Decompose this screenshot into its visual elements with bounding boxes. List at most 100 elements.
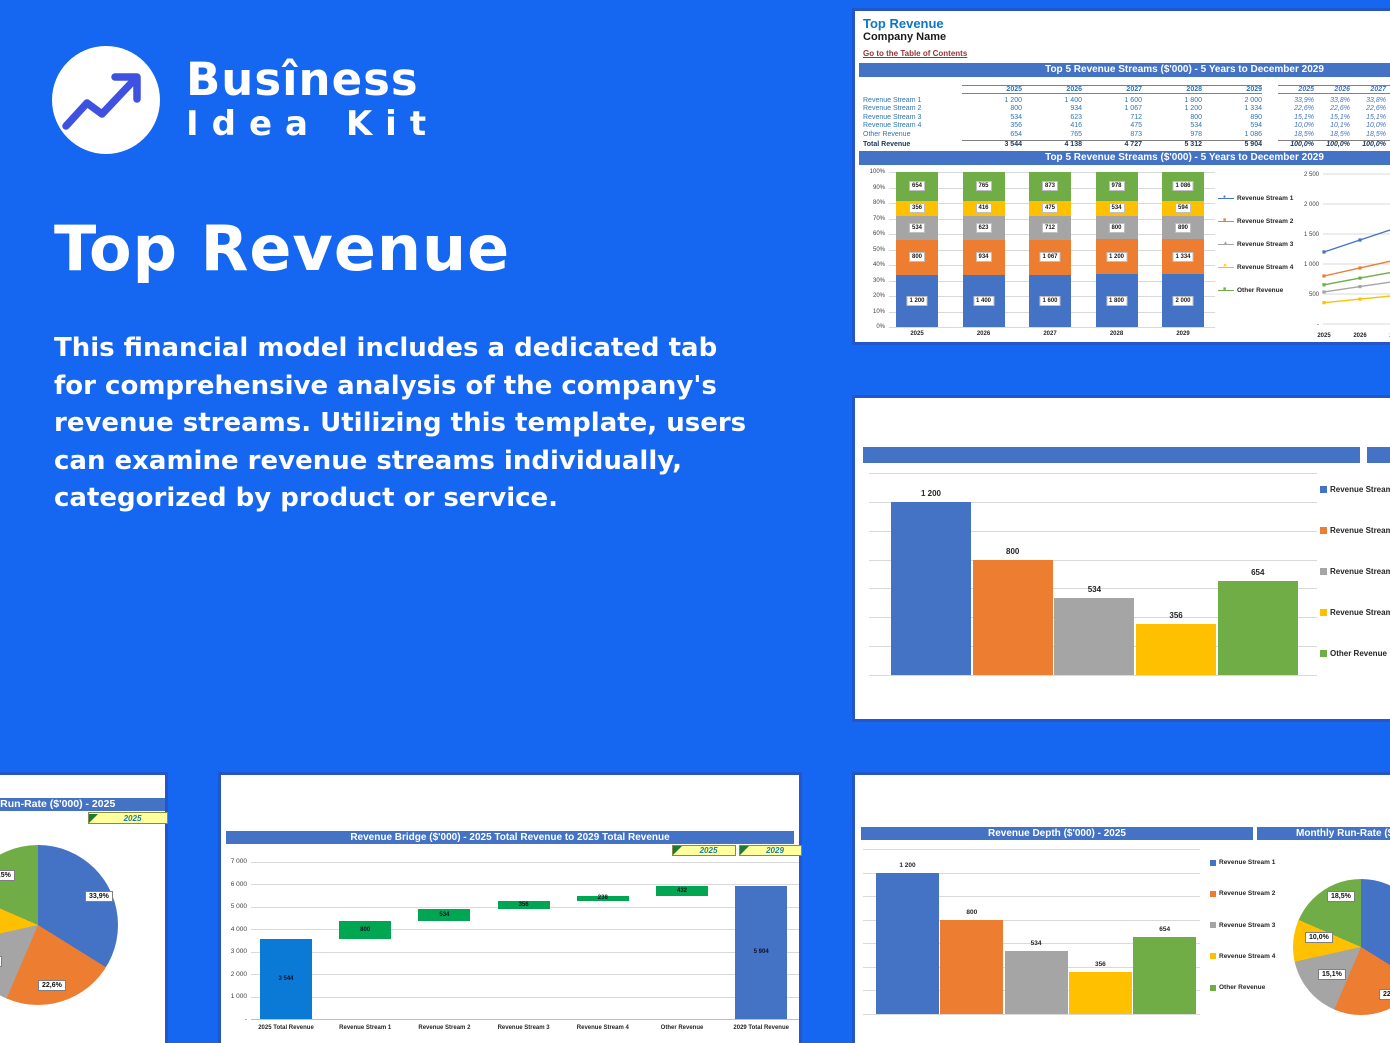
bridge-year-from-value: 2025 xyxy=(699,846,718,855)
waterfall-bar xyxy=(497,901,550,910)
bar-value-label: 654 xyxy=(1251,567,1265,577)
cell-value: 1 200 xyxy=(1004,96,1022,104)
segment-value-label: 534 xyxy=(1108,203,1125,214)
gridline xyxy=(869,588,1317,590)
cell-value: 712 xyxy=(1130,113,1142,121)
segment-value-label: 1 086 xyxy=(1172,181,1194,192)
table-section-header: Top 5 Revenue Streams ($'000) - 5 Years … xyxy=(859,63,1390,77)
x-axis-label: 2025 xyxy=(910,331,924,337)
bar-value-label: 654 xyxy=(1159,925,1171,933)
waterfall-bar xyxy=(735,886,788,1019)
legend-item: ● Revenue Stream 1 xyxy=(1218,194,1293,202)
legend-item: Revenue Stream 2 xyxy=(1210,890,1275,897)
legend-item: Revenue Stream 2 xyxy=(1320,526,1390,535)
segment-value-label: 1 200 xyxy=(906,295,928,306)
y-axis-tick: 50% xyxy=(872,246,885,253)
brand-name: Busîness Idea Kit xyxy=(186,53,439,145)
revenue-bridge-waterfall-chart: 7 000 6 000 5 000 4 000 3 000 2 000 1 000 - 3 54… xyxy=(221,775,805,1043)
depth-bar xyxy=(972,559,1053,675)
gridline xyxy=(869,473,1317,474)
gridline xyxy=(869,530,1317,532)
pie-percentage-label: 18,5% xyxy=(0,870,15,881)
revenue-streams-table: 202520262027202820292025202620272028Reve… xyxy=(855,83,1390,150)
cell-value: 2027 xyxy=(1126,86,1142,93)
depth-bar xyxy=(1068,972,1132,1014)
row-label: Total Revenue xyxy=(863,140,911,148)
year-selector[interactable]: 2025 xyxy=(88,812,168,824)
cell-percent: 22,6% xyxy=(1366,105,1386,113)
pie-percentage-label: 15,1% xyxy=(1318,969,1346,980)
legend-item: Revenue Stream 3 xyxy=(1210,922,1275,929)
cell-percent: 10,0% xyxy=(1366,122,1386,130)
row-label: Revenue Stream 3 xyxy=(863,113,922,121)
cell-percent: 33,9% xyxy=(1386,97,1390,104)
row-label: Revenue Stream 4 xyxy=(863,122,922,130)
pie-percentage-label: 18,5% xyxy=(1327,891,1355,902)
cell-value: 890 xyxy=(1250,113,1262,121)
y-axis-tick: 20% xyxy=(872,293,885,299)
bar-value-label: 800 xyxy=(966,908,978,916)
cell-value: 934 xyxy=(1070,105,1082,113)
pie-percentage-label: 15,1% xyxy=(0,956,2,967)
brand-name-line1: Busîness xyxy=(186,53,419,106)
segment-value-label: 594 xyxy=(1174,203,1192,214)
pie-percentage-label: 33,9% xyxy=(85,891,113,902)
run-rate-right-header-label: Monthly Run-Rate ($'000) - 2025 xyxy=(1296,828,1390,839)
svg-text:2026: 2026 xyxy=(1353,333,1367,339)
waterfall-bar xyxy=(656,886,708,896)
y-axis-tick: 1 000 xyxy=(230,993,247,1000)
gridline xyxy=(863,1014,1200,1015)
gridline xyxy=(251,996,799,998)
table-row: Other Revenue 654 765 873 978 1 086 18,5% 18,5%… xyxy=(855,130,1390,139)
gridline xyxy=(251,974,799,975)
cell-percent: 18,4% xyxy=(1386,131,1390,138)
cell-percent: 22,6% xyxy=(1294,105,1314,113)
y-axis-tick: 100% xyxy=(869,169,885,175)
selector-corner-icon xyxy=(673,846,682,855)
brand: Busîness Idea Kit xyxy=(52,46,439,154)
row-label: Other Revenue xyxy=(863,130,911,138)
monthly-run-rate-panel-left: Monthly Run-Rate ($'000) - 2025 2025 33,… xyxy=(0,772,168,1043)
waterfall-bar xyxy=(260,939,312,1019)
stacked-bar-chart: 0% 10% 20% 30% 40% 50% 60% 70% 80% 90% 100% 1 200 80… xyxy=(855,167,1390,345)
cell-percent: 18,5% xyxy=(1330,130,1350,138)
legend-item: Revenue Stream 3 xyxy=(1320,567,1390,576)
table-of-contents-link[interactable]: Go to the Table of Contents xyxy=(863,49,968,58)
x-axis-label: Revenue Stream 4 xyxy=(576,1025,629,1031)
cell-value: 4 727 xyxy=(1124,141,1142,148)
waterfall-bar xyxy=(576,895,629,902)
depth-bar xyxy=(1136,623,1217,675)
y-axis-tick: 70% xyxy=(872,215,885,222)
legend-item: ■ Revenue Stream 2 xyxy=(1218,217,1293,225)
spreadsheet-panel-top-revenue: Top Revenue Company Name Go to the Table… xyxy=(852,8,1390,345)
segment-value-label: 1 200 xyxy=(1105,251,1128,262)
y-axis-tick: 30% xyxy=(872,277,885,284)
segment-value-label: 765 xyxy=(975,181,992,192)
bridge-year-to-selector[interactable]: 2029 xyxy=(739,845,802,856)
y-axis-tick: - xyxy=(244,1015,247,1023)
bar-value-label: 3 544 xyxy=(278,975,294,982)
cell-value: 5 312 xyxy=(1184,141,1202,148)
cell-value: 2029 xyxy=(1246,86,1262,93)
gridline xyxy=(869,559,1317,561)
bar-value-label: 534 xyxy=(1087,584,1102,594)
cell-value: 416 xyxy=(1070,122,1082,130)
legend-item: Revenue Stream 4 xyxy=(1210,953,1275,960)
y-axis-tick: 5 000 xyxy=(230,903,247,910)
legend-item: Revenue Stream 4 xyxy=(1320,608,1390,617)
depth-bar xyxy=(876,872,939,1014)
pie-percentage-label: 22,6% xyxy=(1379,989,1390,1000)
cell-value: 1 400 xyxy=(1064,96,1082,104)
gridline xyxy=(869,501,1317,503)
cell-value: 2 000 xyxy=(1244,96,1262,104)
cell-percent: 10,1% xyxy=(1330,122,1350,130)
svg-text:2 500: 2 500 xyxy=(1304,172,1320,178)
gridline xyxy=(251,884,799,885)
segment-value-label: 416 xyxy=(975,203,992,214)
chart-section-header: Top 5 Revenue Streams ($'000) - 5 Years … xyxy=(859,151,1390,165)
selector-corner-icon xyxy=(740,846,749,855)
bridge-year-from-selector[interactable]: 2025 xyxy=(672,845,736,856)
table-row: Total Revenue 3 544 4 138 4 727 5 312 5 904 10… xyxy=(855,139,1390,150)
cell-percent: 18,5% xyxy=(1294,130,1314,138)
trend-arrow-icon xyxy=(62,73,141,130)
